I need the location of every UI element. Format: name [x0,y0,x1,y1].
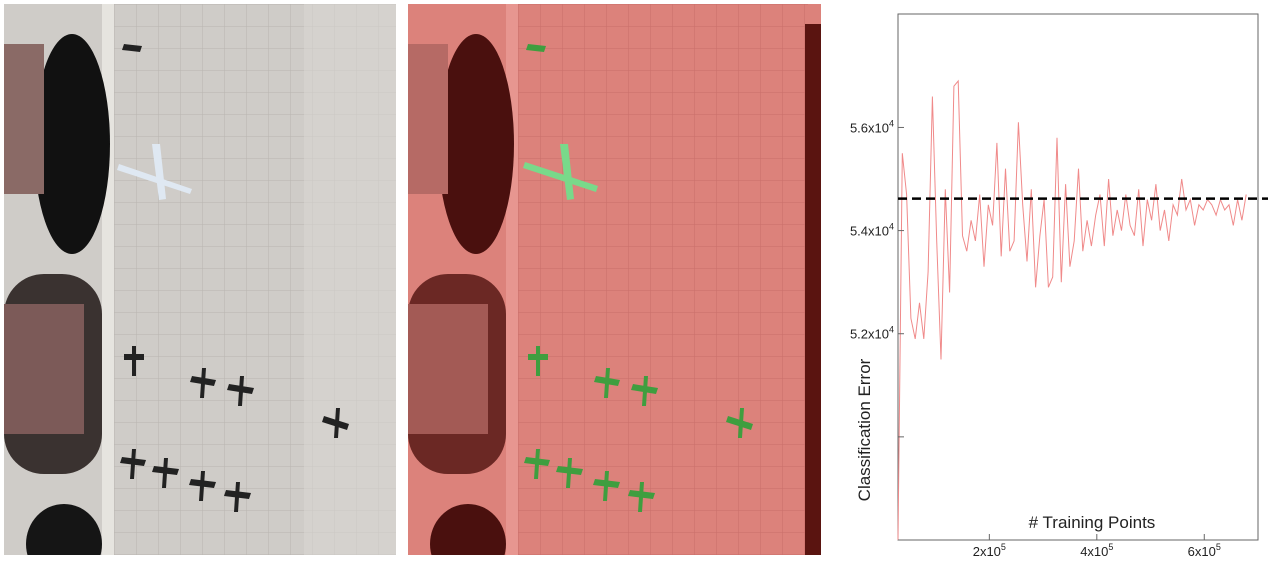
satellite-image-classified-canvas [408,4,821,555]
hangar-shadow [430,504,506,555]
aircraft-detected-group [524,44,753,512]
aircraft-group [120,44,349,512]
aircraft-detected-large [523,144,598,200]
plot-area [897,13,1259,541]
x-tick-layer: 2x105 4x105 6x105 [973,534,1221,559]
y-tick-label: 5.2x104 [850,325,894,342]
x-tick-label: 2x105 [973,542,1006,559]
plot-frame [897,13,1259,541]
x-tick-label: 6x105 [1188,542,1221,559]
series-layer [897,79,1247,541]
y-axis-title: Classification Error [855,358,874,501]
satellite-image-classified [408,4,821,555]
building [4,304,84,434]
aircraft-large [117,144,192,200]
dark-edge [805,24,821,555]
y-tick-label: 5.6x104 [850,118,894,135]
y-tick-label: 5.4x104 [850,222,894,239]
x-tick-label: 4x105 [1080,542,1113,559]
building [408,44,448,194]
building [4,44,44,194]
x-axis-title: # Training Points [1029,513,1156,532]
series-line-0 [897,79,1247,541]
building [408,304,488,434]
hangar-shadow [438,34,514,254]
chart-panel: 2x105 4x105 6x105 5.2x104 5.4x104 5.6x104 # … [830,0,1270,561]
hangar-shadow [26,504,102,555]
y-tick-layer: 5.2x104 5.4x104 5.6x104 [850,118,904,541]
satellite-image-raw [4,4,396,555]
satellite-image-raw-canvas [4,4,396,555]
classification-error-chart: 2x105 4x105 6x105 5.2x104 5.4x104 5.6x104 # … [850,13,1268,559]
hangar-shadow [34,34,110,254]
